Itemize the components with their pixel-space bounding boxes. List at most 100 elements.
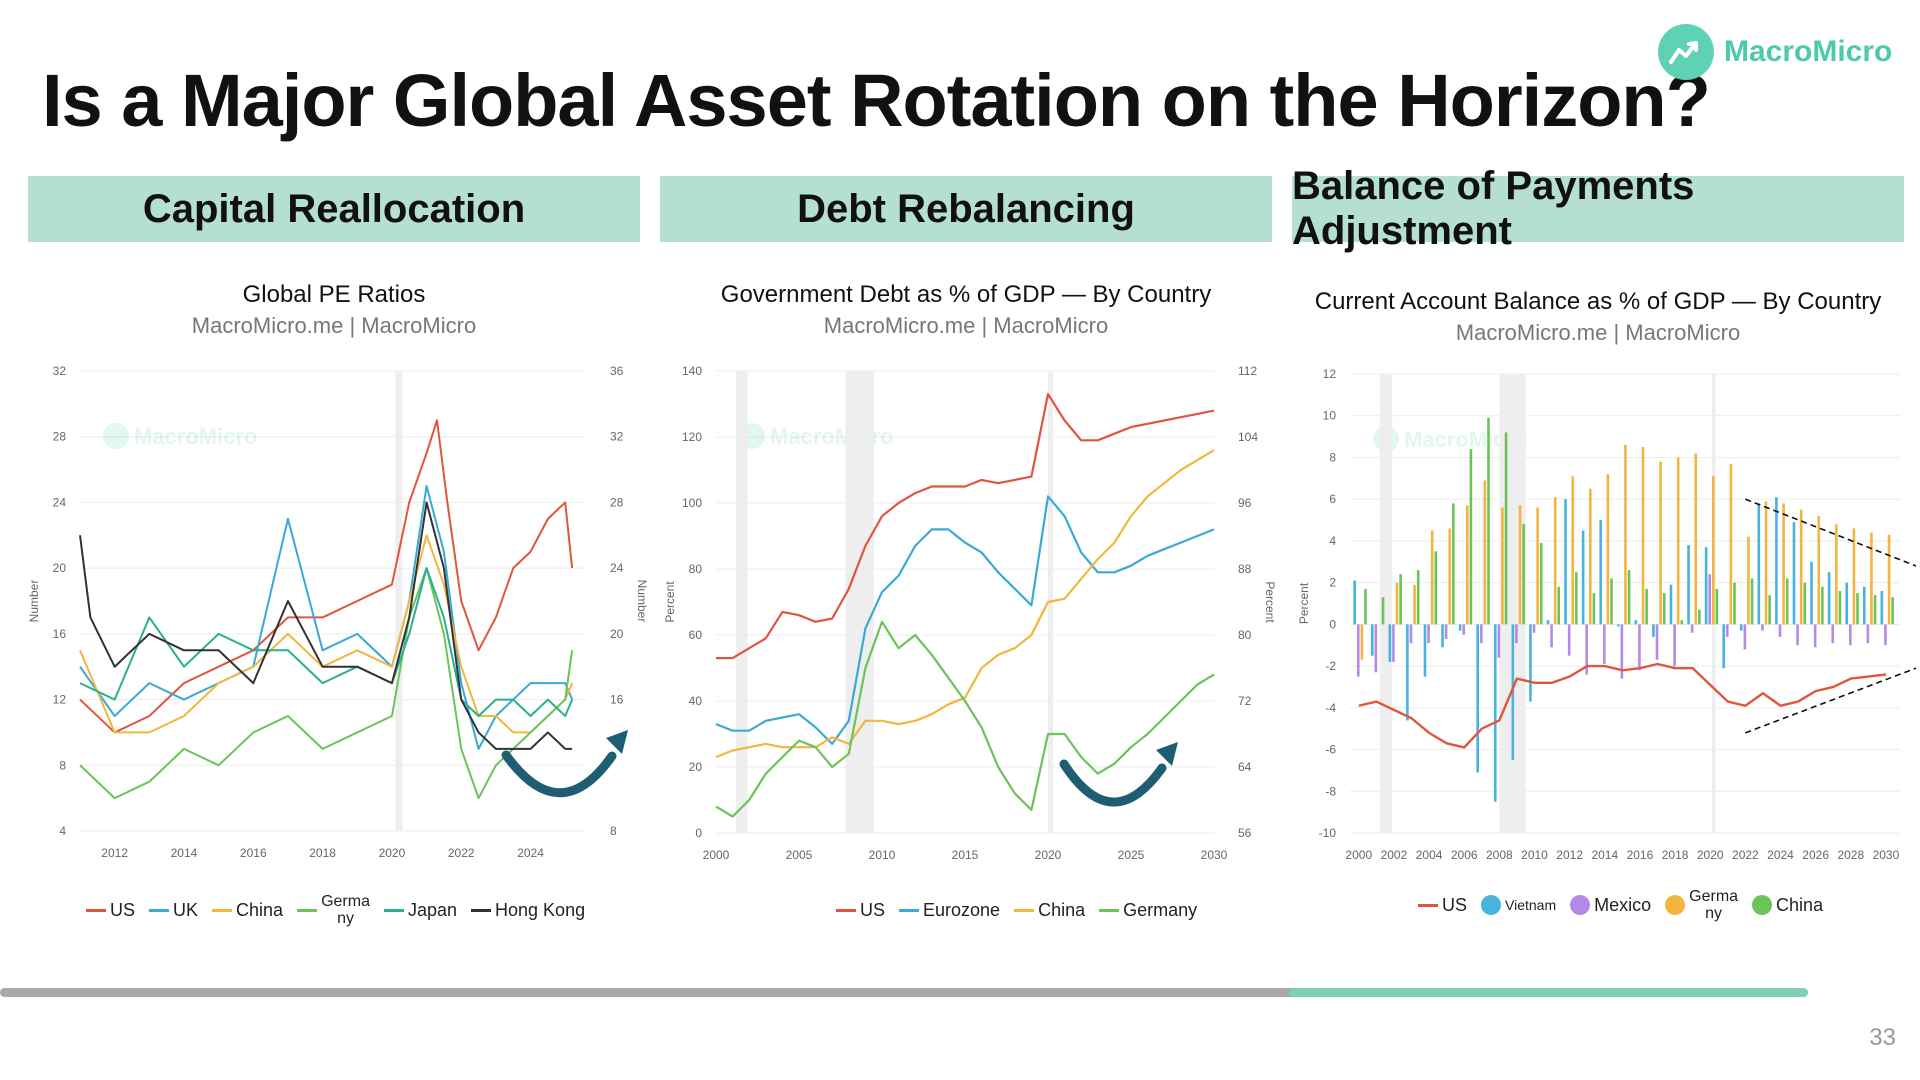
bar-vietnam <box>1845 582 1848 625</box>
y-tick-label: 80 <box>689 562 703 576</box>
brand-logo: MacroMicro <box>1658 20 1892 84</box>
legend-label: US <box>110 899 136 920</box>
y-tick-label: 20 <box>689 760 703 774</box>
bar-germany <box>1870 532 1873 625</box>
bar-vietnam <box>1546 620 1550 625</box>
bar-mexico <box>1515 624 1518 644</box>
bar-china <box>1381 597 1385 625</box>
bar-mexico <box>1690 624 1694 633</box>
chart3-legend: US Vietnam Mexico Germa ny China <box>1418 888 1837 922</box>
bar-germany <box>1817 515 1821 625</box>
y-tick-label: 20 <box>53 561 67 575</box>
y-tick-label: -8 <box>1325 784 1336 798</box>
x-tick-label: 2015 <box>952 848 979 862</box>
trend-line-lower <box>1745 667 1917 734</box>
y-tick-label: 28 <box>53 430 67 444</box>
y-tick-label: 24 <box>53 495 67 509</box>
series-line-us <box>716 393 1215 660</box>
bar-vietnam <box>1862 586 1866 625</box>
y-tick-label: -2 <box>1325 659 1336 673</box>
bar-mexico <box>1497 624 1501 658</box>
recession-band <box>845 371 874 833</box>
bar-china <box>1803 582 1807 625</box>
panel-header-debt: Debt Rebalancing <box>660 176 1272 242</box>
arrow-head <box>606 730 628 754</box>
chart1-legend: US UK China Germa ny Japan Hong Kong <box>86 893 599 927</box>
bar-vietnam <box>1634 620 1638 625</box>
bar-vietnam <box>1388 624 1392 662</box>
bar-germany <box>1448 528 1452 625</box>
recession-band <box>395 371 403 831</box>
legend-item: Japan <box>383 900 457 921</box>
legend-label: US <box>1442 894 1468 915</box>
bar-germany <box>1782 503 1785 625</box>
bar-germany <box>1589 488 1592 625</box>
bar-germany <box>1835 524 1838 625</box>
bar-china <box>1557 586 1561 625</box>
legend-item: US <box>836 900 885 921</box>
y2-axis-label: Number <box>635 580 649 623</box>
legend-swatch <box>212 908 233 912</box>
y-tick-label: 16 <box>53 627 67 641</box>
bar-china <box>1662 593 1666 625</box>
legend-item: China <box>1752 895 1823 916</box>
legend-item: China <box>212 900 283 921</box>
legend-swatch <box>836 909 856 912</box>
bar-germany <box>1606 474 1610 625</box>
bar-mexico <box>1479 624 1483 644</box>
legend-label: China <box>236 899 284 920</box>
y-tick-label: 4 <box>1329 534 1336 548</box>
x-tick-label: 2024 <box>517 846 544 860</box>
y-tick-label: -10 <box>1319 826 1337 840</box>
bar-vietnam <box>1511 624 1515 760</box>
logo-text: MacroMicro <box>1724 35 1893 68</box>
legend-label: China <box>1776 894 1824 915</box>
chart1-subtitle: MacroMicro.me | MacroMicro <box>191 313 477 338</box>
series-line-china <box>715 449 1215 759</box>
bar-germany <box>1624 444 1627 625</box>
bar-germany <box>1483 480 1487 625</box>
x-tick-label: 2018 <box>1662 848 1689 862</box>
x-tick-label: 2030 <box>1201 848 1228 862</box>
y-tick-label: 8 <box>59 758 66 772</box>
bar-china <box>1504 432 1508 625</box>
bar-mexico <box>1761 624 1764 631</box>
rotation-arrow <box>501 750 617 798</box>
bar-mexico <box>1813 624 1817 648</box>
x-tick-label: 2010 <box>1521 848 1548 862</box>
bar-china <box>1873 595 1877 625</box>
bar-germany <box>1641 447 1645 625</box>
legend-label: Hong Kong <box>495 899 586 920</box>
series-line-eurozone <box>715 495 1215 746</box>
x-tick-label: 2026 <box>1802 848 1829 862</box>
y2-tick-label: 36 <box>610 364 624 378</box>
bar-china <box>1768 595 1771 625</box>
legend-label: Germany <box>1123 900 1198 920</box>
legend-swatch <box>1014 909 1035 912</box>
bar-vietnam <box>1722 624 1725 669</box>
bar-germany <box>1712 476 1715 625</box>
x-tick-label: 2024 <box>1767 848 1794 862</box>
rotation-arrow <box>1059 759 1167 807</box>
watermark-icon <box>103 423 129 449</box>
bar-mexico <box>1831 624 1835 644</box>
bar-vietnam <box>1827 572 1831 625</box>
x-tick-label: 2006 <box>1451 848 1478 862</box>
bar-vietnam <box>1739 624 1743 631</box>
bar-germany <box>1360 624 1364 660</box>
bar-vietnam <box>1353 580 1356 625</box>
bar-mexico <box>1725 624 1729 637</box>
bar-china <box>1487 417 1490 625</box>
legend-item: Vietnam <box>1481 895 1556 915</box>
legend-label: Eurozone <box>923 900 1001 920</box>
y2-tick-label: 104 <box>1238 430 1258 444</box>
bar-mexico <box>1778 624 1782 637</box>
bar-germany <box>1729 463 1733 625</box>
bar-vietnam <box>1775 497 1778 625</box>
watermark-text: MacroMicro <box>134 424 257 449</box>
y-tick-label: 10 <box>1323 409 1337 423</box>
bar-germany <box>1501 507 1504 625</box>
bar-germany <box>1887 534 1891 625</box>
